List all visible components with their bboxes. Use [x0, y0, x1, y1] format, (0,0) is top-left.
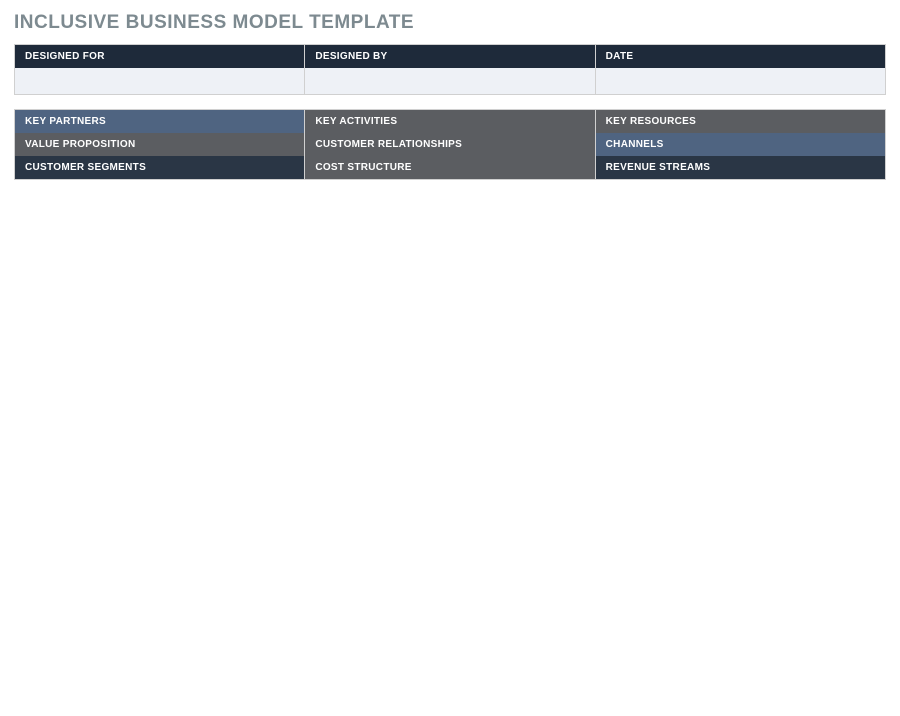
- header-value-proposition: VALUE PROPOSITION: [15, 133, 304, 156]
- header-customer-relationships: CUSTOMER RELATIONSHIPS: [305, 133, 594, 156]
- meta-designed-by: DESIGNED BY: [305, 45, 595, 94]
- meta-row: DESIGNED FOR DESIGNED BY DATE: [14, 44, 886, 95]
- meta-date-value[interactable]: [596, 68, 885, 94]
- meta-date: DATE: [596, 45, 885, 94]
- cell-revenue-streams: REVENUE STREAMS: [596, 156, 885, 179]
- header-customer-segments: CUSTOMER SEGMENTS: [15, 156, 304, 179]
- header-cost-structure: COST STRUCTURE: [305, 156, 594, 179]
- cell-channels: CHANNELS: [596, 133, 885, 156]
- header-key-activities: KEY ACTIVITIES: [305, 110, 594, 133]
- canvas-row-2: VALUE PROPOSITION CUSTOMER RELATIONSHIPS…: [15, 133, 885, 156]
- cell-customer-relationships: CUSTOMER RELATIONSHIPS: [305, 133, 595, 156]
- meta-designed-for-label: DESIGNED FOR: [15, 45, 304, 68]
- meta-designed-for: DESIGNED FOR: [15, 45, 305, 94]
- cell-key-resources: KEY RESOURCES: [596, 110, 885, 133]
- cell-customer-segments: CUSTOMER SEGMENTS: [15, 156, 305, 179]
- meta-date-label: DATE: [596, 45, 885, 68]
- header-key-partners: KEY PARTNERS: [15, 110, 304, 133]
- canvas-row-3: CUSTOMER SEGMENTS COST STRUCTURE REVENUE…: [15, 156, 885, 179]
- header-channels: CHANNELS: [596, 133, 885, 156]
- cell-cost-structure: COST STRUCTURE: [305, 156, 595, 179]
- cell-key-activities: KEY ACTIVITIES: [305, 110, 595, 133]
- header-revenue-streams: REVENUE STREAMS: [596, 156, 885, 179]
- canvas-row-1: KEY PARTNERS KEY ACTIVITIES KEY RESOURCE…: [15, 110, 885, 133]
- cell-key-partners: KEY PARTNERS: [15, 110, 305, 133]
- cell-value-proposition: VALUE PROPOSITION: [15, 133, 305, 156]
- meta-designed-for-value[interactable]: [15, 68, 304, 94]
- header-key-resources: KEY RESOURCES: [596, 110, 885, 133]
- canvas: KEY PARTNERS KEY ACTIVITIES KEY RESOURCE…: [14, 109, 886, 180]
- meta-designed-by-label: DESIGNED BY: [305, 45, 594, 68]
- page-title: INCLUSIVE BUSINESS MODEL TEMPLATE: [14, 12, 886, 34]
- meta-designed-by-value[interactable]: [305, 68, 594, 94]
